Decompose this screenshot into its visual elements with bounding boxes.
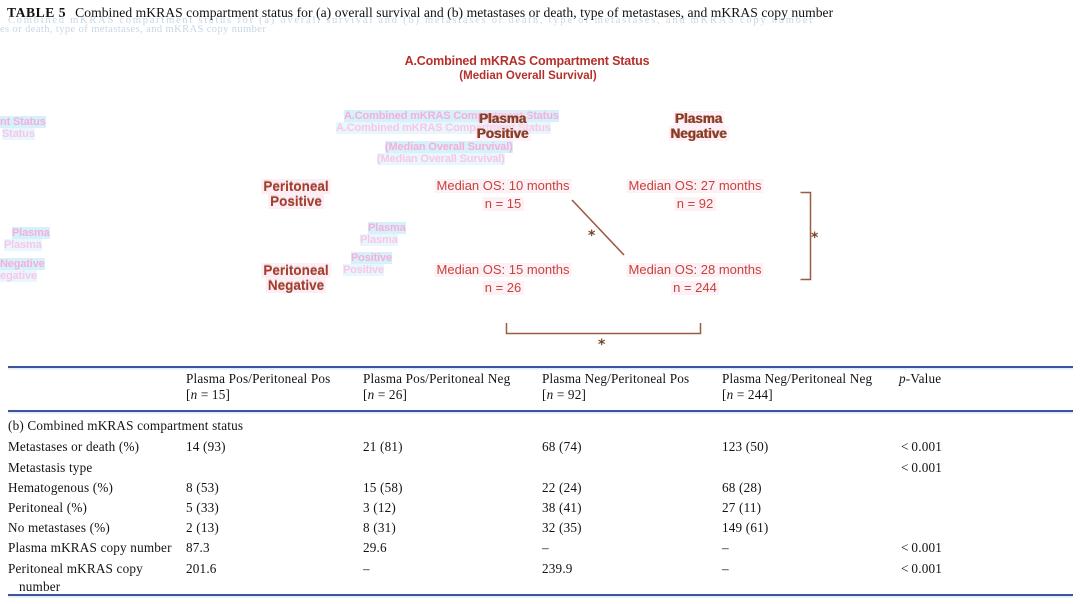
value-cell: 38 (41) bbox=[542, 500, 582, 515]
n-bracket-open: [ bbox=[186, 387, 191, 402]
asterisk-bracket-right: * bbox=[811, 230, 819, 246]
value-cell: 149 (61) bbox=[722, 520, 769, 535]
value-cell: 8 (53) bbox=[186, 480, 219, 495]
p-value-cell: < 0.001 bbox=[901, 561, 943, 576]
row-label: Metastasis type bbox=[8, 460, 93, 475]
p-value-rest: -Value bbox=[905, 371, 942, 386]
p-value-cell: < 0.001 bbox=[901, 460, 943, 475]
value-cell: 87.3 bbox=[186, 540, 210, 555]
n-bracket-open: [ bbox=[722, 387, 727, 402]
diagram-title: A.Combined mKRAS Compartment Status bbox=[404, 54, 650, 68]
row-label: No metastases (%) bbox=[8, 520, 110, 535]
value-cell: 15 (58) bbox=[363, 480, 403, 495]
value-cell: 8 (31) bbox=[363, 520, 396, 535]
col-header-plasma-positive-line1: Plasma bbox=[477, 111, 529, 126]
n-value: = 92] bbox=[553, 387, 587, 402]
value-cell: – bbox=[542, 540, 549, 555]
value-cell: – bbox=[722, 540, 729, 555]
cell-pn-pp-os: Median OS: 27 months bbox=[626, 178, 764, 193]
asterisk-bracket-bottom: * bbox=[598, 337, 606, 353]
value-cell: 32 (35) bbox=[542, 520, 582, 535]
col-header-4-n: [n = 244] bbox=[722, 387, 773, 403]
value-cell: 68 (28) bbox=[722, 480, 762, 495]
n-bracket-open: [ bbox=[363, 387, 368, 402]
value-cell: 14 (93) bbox=[186, 439, 226, 454]
col-header-1-name: Plasma Pos/Peritoneal Pos bbox=[186, 371, 331, 386]
cell-pp-pp-n: n = 15 bbox=[482, 196, 524, 211]
diagonal-line bbox=[571, 199, 625, 256]
n-symbol: n bbox=[367, 387, 375, 402]
col-header-plasma-negative-line2: Negative bbox=[668, 126, 730, 141]
n-symbol: n bbox=[546, 387, 554, 402]
value-cell: 3 (12) bbox=[363, 500, 396, 515]
rule-mid bbox=[8, 410, 1073, 412]
table-caption: TABLE 5 Combined mKRAS compartment status… bbox=[7, 5, 1007, 21]
caption-text: Combined mKRAS compartment status for (a… bbox=[75, 5, 834, 20]
value-cell: 68 (74) bbox=[542, 439, 582, 454]
p-value-cell: < 0.001 bbox=[901, 439, 943, 454]
right-bracket bbox=[800, 191, 812, 281]
bottom-bracket bbox=[505, 323, 702, 335]
diagram-subtitle: (Median Overall Survival) bbox=[459, 70, 597, 82]
row-label: Metastases or death (%) bbox=[8, 439, 140, 454]
value-cell: 29.6 bbox=[363, 540, 387, 555]
row-label: Plasma mKRAS copy number bbox=[8, 540, 172, 555]
p-symbol: p bbox=[899, 371, 906, 386]
col-header-4-name: Plasma Neg/Peritoneal Neg bbox=[722, 371, 873, 386]
col-header-2-n: [n = 26] bbox=[363, 387, 407, 403]
value-cell: 5 (33) bbox=[186, 500, 219, 515]
col-header-3-name: Plasma Neg/Peritoneal Pos bbox=[542, 371, 690, 386]
value-cell: 21 (81) bbox=[363, 439, 403, 454]
value-cell: 2 (13) bbox=[186, 520, 219, 535]
row-header-peritoneal-positive-line2: Positive bbox=[268, 194, 324, 209]
row-header-peritoneal-negative-line1: Peritoneal bbox=[261, 263, 331, 278]
n-symbol: n bbox=[726, 387, 734, 402]
row-label: Peritoneal mKRAS copy bbox=[8, 561, 143, 576]
row-header-peritoneal-negative-line2: Negative bbox=[265, 278, 327, 293]
value-cell: 123 (50) bbox=[722, 439, 769, 454]
value-cell: – bbox=[363, 561, 370, 576]
cell-pp-pn-os: Median OS: 15 months bbox=[434, 262, 572, 277]
n-symbol: n bbox=[190, 387, 198, 402]
col-header-plasma-positive-line2: Positive bbox=[475, 126, 531, 141]
rule-top bbox=[8, 366, 1073, 368]
value-cell: 22 (24) bbox=[542, 480, 582, 495]
row-header-peritoneal-positive-line1: Peritoneal bbox=[261, 179, 331, 194]
col-header-p-value: p-Value bbox=[899, 371, 941, 387]
cell-pp-pn-n: n = 26 bbox=[482, 280, 524, 295]
p-value-cell: < 0.001 bbox=[901, 540, 943, 555]
value-cell: 239.9 bbox=[542, 561, 573, 576]
value-cell: – bbox=[722, 561, 729, 576]
col-header-1-n: [n = 15] bbox=[186, 387, 230, 403]
row-label-line2: number bbox=[19, 579, 61, 594]
cell-pn-pp-n: n = 92 bbox=[674, 196, 716, 211]
rule-bottom bbox=[8, 594, 1073, 596]
row-label: Hematogenous (%) bbox=[8, 480, 114, 495]
cell-pn-pn-n: n = 244 bbox=[671, 280, 719, 295]
cell-pn-pn-os: Median OS: 28 months bbox=[626, 262, 764, 277]
value-cell: 201.6 bbox=[186, 561, 217, 576]
col-header-plasma-negative-line1: Plasma bbox=[673, 111, 725, 126]
value-cell: 27 (11) bbox=[722, 500, 762, 515]
col-header-3-n: [n = 92] bbox=[542, 387, 586, 403]
col-header-2-name: Plasma Pos/Peritoneal Neg bbox=[363, 371, 511, 386]
n-bracket-open: [ bbox=[542, 387, 547, 402]
cell-pp-pp-os: Median OS: 10 months bbox=[434, 178, 572, 193]
n-value: = 244] bbox=[733, 387, 773, 402]
n-value: = 15] bbox=[197, 387, 231, 402]
caption-label: TABLE 5 bbox=[7, 5, 67, 20]
asterisk-diagonal: * bbox=[588, 228, 596, 244]
n-value: = 26] bbox=[374, 387, 408, 402]
row-label: Peritoneal (%) bbox=[8, 500, 88, 515]
section-header-b: (b) Combined mKRAS compartment status bbox=[8, 418, 244, 433]
